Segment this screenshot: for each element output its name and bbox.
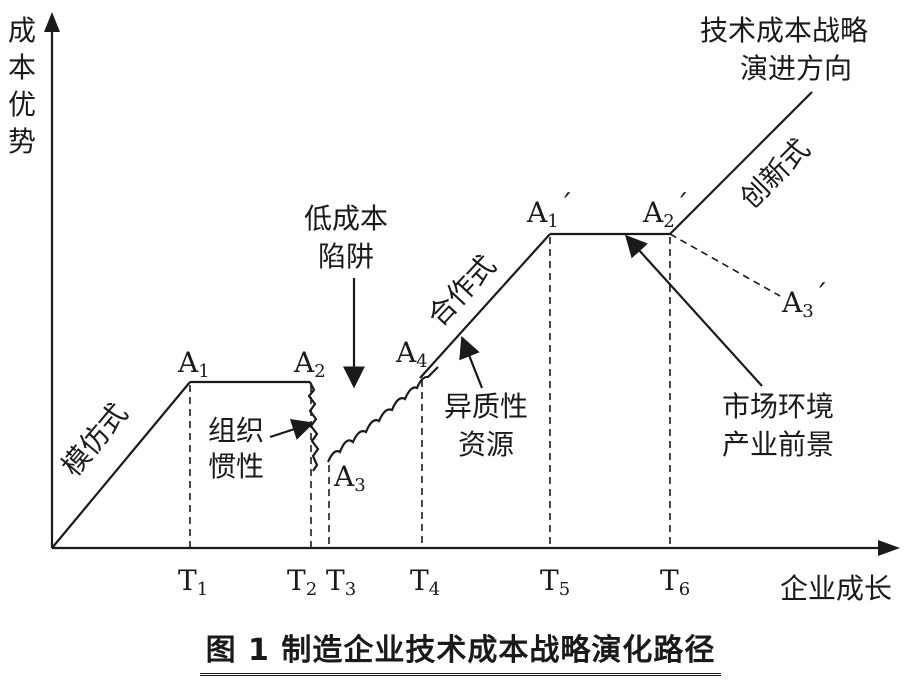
annotation-resources-line-1: 异质性 [444, 390, 528, 423]
point-label-a3-prime: A3´ [781, 279, 828, 322]
annotation-direction-line-2: 演进方向 [740, 52, 852, 85]
point-label-a2: A2 [293, 346, 326, 382]
point-label-a1-prime: A1´ [526, 189, 573, 232]
tick-label-t1: T1 [178, 564, 208, 600]
point-label-a1: A1 [177, 346, 210, 382]
annotation-direction-line-1: 技术成本战略 [700, 14, 868, 47]
tick-label-t3: T3 [326, 564, 356, 600]
y-axis-label-char-4: 势 [8, 125, 36, 158]
annotation-trap-line-1: 低成本 [304, 202, 388, 235]
y-axis-label: 成 本 优 势 [8, 14, 36, 158]
y-axis-arrowhead [44, 12, 60, 32]
innovative-phase-line [669, 91, 813, 235]
tick-label-t5: T5 [540, 564, 570, 600]
segment-label-innovative: 创新式 [734, 132, 817, 215]
annotation-resources-line-2: 资源 [458, 428, 514, 461]
low-cost-trap-recovery [326, 366, 439, 463]
inertia-arrow [269, 418, 315, 440]
figure-caption-text: 图 1 制造企业技术成本战略演化路径 [199, 625, 722, 676]
tick-label-t2: T2 [287, 564, 317, 600]
y-axis-label-char-3: 优 [8, 88, 36, 121]
figure-caption: 图 1 制造企业技术成本战略演化路径 [0, 625, 921, 676]
annotation-inertia-line-2: 惯性 [208, 450, 264, 483]
a3p-decline-line [669, 233, 781, 297]
market-arrow [625, 234, 763, 387]
point-label-a3: A3 [333, 460, 366, 496]
annotation-market-line-1: 市场环境 [722, 390, 834, 423]
x-axis-arrowhead [878, 540, 900, 556]
resources-arrow [459, 335, 484, 389]
annotation-market-line-2: 产业前景 [722, 428, 834, 461]
y-axis-label-char-1: 成 [8, 14, 36, 47]
y-axis-label-char-2: 本 [8, 51, 36, 84]
segment-label-imitation: 模仿式 [55, 397, 134, 483]
point-label-a4: A4 [395, 336, 428, 372]
imitation-phase-line [51, 381, 191, 549]
x-axis-label: 企业成长 [780, 572, 892, 605]
tick-label-t6: T6 [660, 564, 690, 600]
point-label-a2-prime: A2´ [642, 189, 689, 232]
cooperative-phase-line [419, 233, 551, 379]
tick-label-t4: T4 [410, 564, 440, 600]
segment-label-cooperative: 合作式 [421, 249, 502, 333]
annotation-inertia-line-1: 组织 [208, 414, 264, 447]
annotation-trap-line-2: 陷阱 [318, 240, 374, 273]
